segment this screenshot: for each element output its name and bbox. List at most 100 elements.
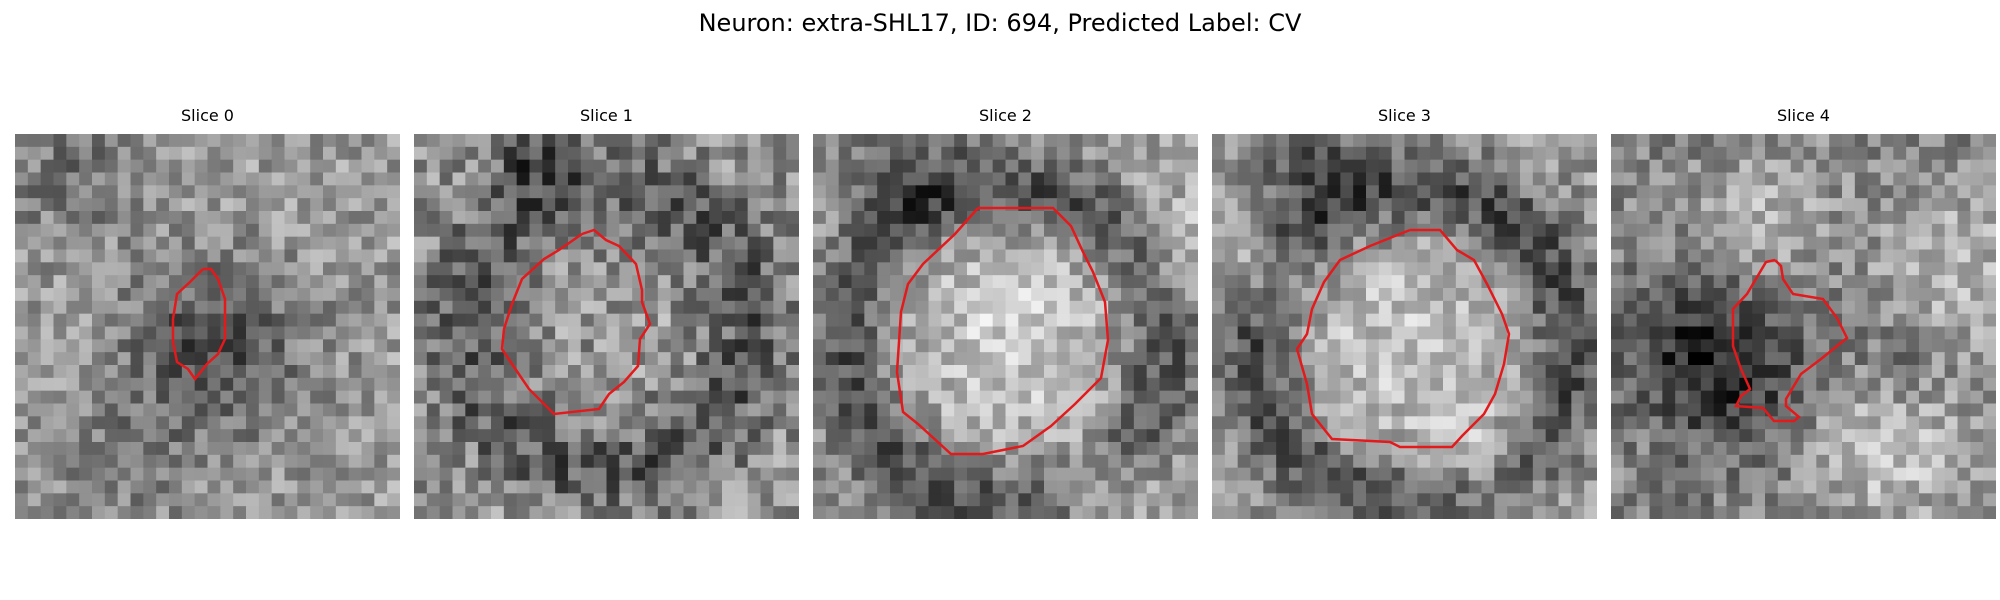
pixel-cell	[1854, 493, 1869, 507]
pixel-cell	[1327, 211, 1341, 225]
pixel-cell	[1623, 506, 1638, 519]
pixel-cell	[683, 223, 697, 238]
pixel-cell	[1829, 365, 1843, 379]
pixel-cell	[1662, 275, 1676, 289]
pixel-cell	[1520, 185, 1534, 199]
pixel-cell	[1520, 313, 1534, 328]
pixel-cell	[117, 377, 132, 392]
pixel-cell	[117, 236, 132, 251]
pixel-cell	[1906, 480, 1920, 494]
pixel-cell	[1404, 262, 1418, 276]
pixel-cell	[580, 146, 595, 161]
pixel-cell	[1816, 262, 1830, 276]
pixel-cell	[92, 300, 106, 315]
pixel-cell	[1803, 442, 1817, 456]
pixel-cell	[1224, 480, 1239, 494]
pixel-cell	[1545, 429, 1560, 443]
pixel-cell	[15, 352, 29, 366]
pixel-cell	[734, 159, 749, 174]
pixel-cell	[297, 275, 311, 289]
pixel-cell	[1468, 211, 1483, 225]
pixel-cell	[696, 249, 710, 263]
pixel-cell	[1159, 146, 1173, 161]
pixel-cell	[335, 326, 350, 340]
pixel-cell	[1752, 454, 1766, 469]
pixel-cell	[555, 480, 569, 494]
pixel-cell	[1404, 339, 1418, 353]
pixel-cell	[1133, 467, 1148, 482]
pixel-cell	[992, 236, 1007, 251]
pixel-cell	[696, 429, 710, 443]
pixel-cell	[478, 416, 492, 430]
pixel-cell	[1829, 223, 1843, 238]
pixel-cell	[1443, 223, 1457, 238]
pixel-cell	[220, 300, 234, 315]
pixel-cell	[1481, 454, 1495, 469]
pixel-cell	[426, 185, 441, 199]
pixel-cell	[1649, 365, 1663, 379]
pixel-cell	[1095, 467, 1109, 482]
pixel-cell	[1121, 211, 1135, 225]
pixel-cell	[1816, 159, 1830, 174]
pixel-cell	[258, 134, 273, 148]
pixel-cell	[1829, 326, 1843, 340]
pixel-cell	[1919, 377, 1933, 392]
pixel-cell	[323, 454, 337, 469]
pixel-cell	[1430, 134, 1444, 148]
pixel-cell	[1558, 352, 1572, 366]
pixel-cell	[1713, 223, 1728, 238]
pixel-cell	[491, 249, 505, 263]
pixel-cell	[1095, 403, 1109, 417]
pixel-cell	[1018, 416, 1032, 430]
pixel-cell	[1056, 223, 1071, 238]
pixel-cell	[902, 467, 917, 482]
pixel-cell	[478, 249, 492, 263]
pixel-cell	[813, 416, 827, 430]
pixel-cell	[258, 326, 273, 340]
pixel-cell	[348, 159, 363, 174]
pixel-cell	[1842, 493, 1856, 507]
pixel-cell	[1417, 493, 1431, 507]
pixel-cell	[1018, 249, 1032, 263]
pixel-cell	[233, 185, 247, 199]
pixel-cell	[1919, 403, 1933, 417]
pixel-cell	[92, 211, 106, 225]
pixel-cell	[1069, 185, 1084, 199]
pixel-cell	[1250, 159, 1264, 174]
pixel-cell	[414, 275, 428, 289]
pixel-cell	[40, 249, 55, 263]
pixel-cell	[1378, 442, 1393, 456]
pixel-cell	[15, 506, 29, 519]
pixel-cell	[220, 416, 234, 430]
pixel-cell	[1854, 403, 1869, 417]
pixel-cell	[1545, 339, 1560, 353]
pixel-cell	[928, 454, 942, 469]
pixel-cell	[1121, 198, 1135, 212]
pixel-cell	[516, 134, 531, 148]
pixel-cell	[1944, 249, 1959, 263]
pixel-cell	[40, 262, 55, 276]
pixel-cell	[348, 185, 363, 199]
pixel-cell	[194, 352, 209, 366]
pixel-cell	[1880, 198, 1894, 212]
pixel-cell	[53, 339, 67, 353]
pixel-cell	[670, 211, 685, 225]
pixel-cell	[465, 326, 479, 340]
pixel-cell	[1726, 416, 1740, 430]
pixel-cell	[1468, 403, 1483, 417]
pixel-cell	[1159, 198, 1173, 212]
pixel-cell	[670, 390, 685, 405]
pixel-cell	[529, 365, 543, 379]
pixel-cell	[1289, 480, 1303, 494]
pixel-cell	[335, 262, 350, 276]
pixel-cell	[181, 159, 196, 174]
pixel-cell	[928, 249, 942, 263]
pixel-cell	[130, 146, 144, 161]
pixel-cell	[1327, 313, 1341, 328]
pixel-cell	[1713, 467, 1728, 482]
pixel-cell	[1611, 262, 1625, 276]
pixel-cell	[387, 262, 400, 276]
pixel-cell	[220, 223, 234, 238]
pixel-cell	[992, 480, 1007, 494]
pixel-cell	[1031, 454, 1045, 469]
